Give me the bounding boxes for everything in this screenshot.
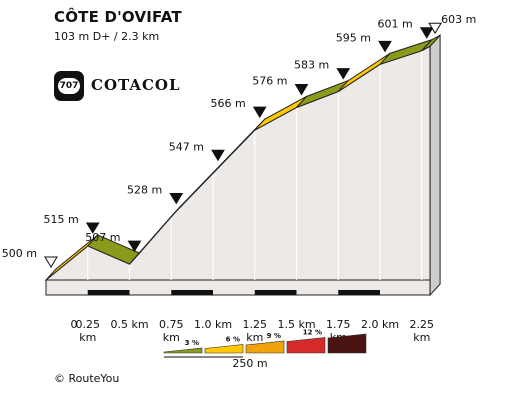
elevation-label: 595 m — [336, 31, 371, 44]
cotacol-name: COTACOL — [91, 76, 181, 94]
x-tick-label: km — [413, 331, 430, 344]
x-tick-label: 2.0 km — [361, 318, 399, 331]
elevation-marker — [252, 106, 267, 119]
x-tick-label: 0.75 — [159, 318, 184, 331]
x-tick-label: 1.75 — [326, 318, 351, 331]
legend-label: 6 % — [226, 336, 240, 344]
scale-bar-segment — [87, 290, 130, 295]
profile-side — [429, 33, 441, 297]
elevation-label: 583 m — [294, 59, 329, 72]
legend-label: 12 % — [303, 329, 322, 337]
elevation-marker — [127, 240, 142, 253]
elevation-label: 507 m — [85, 231, 120, 244]
elevation-marker — [428, 22, 442, 35]
elevation-marker — [211, 149, 225, 162]
legend-label: 3 % — [185, 339, 199, 347]
x-tick-label: 1.0 km — [194, 318, 232, 331]
elevation-label: 500 m — [2, 247, 37, 260]
elevation-label: 601 m — [378, 18, 413, 31]
legend-swatch — [245, 340, 285, 354]
x-tick-label: 1.5 km — [277, 318, 315, 331]
legend-scale-label: 250 m — [232, 357, 267, 370]
elevation-label: 515 m — [44, 213, 79, 226]
copyright-credit: © RouteYou — [54, 372, 120, 385]
elevation-marker — [336, 68, 351, 80]
elevation-label: 603 m — [441, 13, 476, 26]
elevation-label: 576 m — [252, 74, 287, 87]
x-tick-label: 1.25 — [243, 318, 268, 331]
x-tick-label: 0.25 — [76, 318, 101, 331]
scale-bar-segment — [171, 290, 213, 295]
cotacol-badge-icon: 707 — [54, 71, 84, 101]
legend-swatch — [163, 347, 203, 354]
elevation-marker — [169, 192, 184, 205]
legend-swatch — [327, 333, 367, 354]
scale-bar-segment — [338, 290, 380, 295]
legend-swatch — [286, 337, 326, 354]
legend-label: 9 % — [267, 332, 281, 340]
x-tick-label: 2.25 — [410, 318, 435, 331]
cotacol-logo: 707 COTACOL — [54, 71, 180, 101]
elevation-marker — [378, 40, 392, 53]
chart-title: CÔTE D'OVIFAT — [54, 8, 182, 26]
elevation-marker — [85, 222, 100, 234]
elevation-label: 566 m — [211, 97, 246, 110]
elevation-marker — [294, 83, 309, 96]
x-tick-label: km — [163, 331, 180, 344]
legend-swatch — [204, 344, 244, 354]
cotacol-number: 707 — [58, 78, 80, 94]
elevation-marker — [419, 27, 434, 39]
x-tick-label: km — [246, 331, 263, 344]
x-tick-label: 0.5 km — [110, 318, 148, 331]
x-tick-label: 0 — [71, 318, 78, 331]
elevation-label: 528 m — [127, 183, 162, 196]
elevation-label: 547 m — [169, 140, 204, 153]
elevation-marker — [44, 256, 58, 268]
gradient-segment — [421, 34, 441, 52]
chart-subtitle: 103 m D+ / 2.3 km — [54, 30, 160, 43]
scale-bar-segment — [254, 290, 297, 295]
x-tick-label: km — [79, 331, 96, 344]
